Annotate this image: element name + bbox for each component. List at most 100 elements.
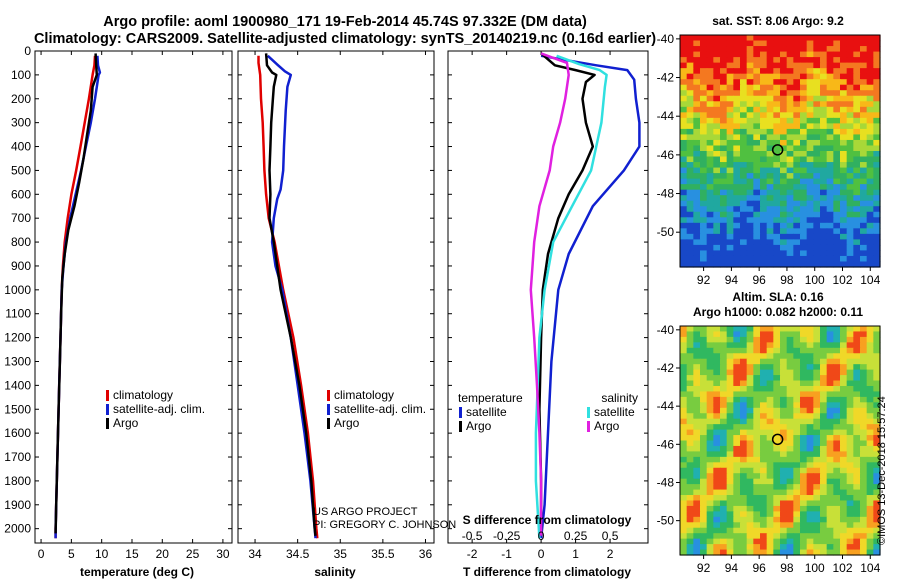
sst-map-cell — [693, 239, 701, 246]
sst-map-cell — [786, 250, 794, 257]
sst-map-cell — [700, 139, 708, 147]
sst-map-cell — [826, 189, 834, 196]
sst-map-cell — [853, 156, 861, 163]
sst-map-cell — [800, 139, 808, 147]
salinity-xlabel: salinity — [314, 565, 356, 579]
sst-map-cell — [720, 200, 728, 207]
sst-map-cell — [846, 195, 854, 202]
sla-map-cell — [860, 451, 868, 458]
sst-map-cell — [713, 162, 721, 169]
sla-map-cell — [866, 538, 874, 545]
temperature-xtick-label: 20 — [156, 547, 170, 561]
sst-map-cell — [800, 46, 808, 53]
sla-map-cell — [760, 358, 768, 365]
sst-map-cell — [720, 128, 728, 136]
sst-map-cell — [786, 195, 794, 202]
sla-map-cell — [860, 522, 868, 529]
sla-map-cell — [766, 347, 774, 354]
sst-map-cell — [813, 101, 821, 108]
sst-map-cell — [793, 217, 801, 224]
sla-map-cell — [693, 353, 701, 360]
sst-map-cell — [866, 106, 874, 113]
sla-map-cell — [873, 418, 881, 425]
sla-map-cell — [793, 484, 801, 491]
sla-map-cell — [753, 347, 761, 354]
sla-map-cell — [806, 429, 814, 436]
sst-map-cell — [853, 73, 861, 80]
sst-map-cell — [873, 217, 881, 224]
sst-map-cell — [733, 250, 741, 257]
sla-map-cell — [873, 369, 881, 376]
sla-map-cell — [813, 538, 821, 545]
sla-map-cell — [866, 527, 874, 534]
sst-map-cell — [760, 62, 768, 69]
sst-map-cell — [693, 211, 701, 218]
sst-map-cell — [860, 250, 868, 257]
sla-map-cell — [820, 407, 828, 414]
sst-map-cell — [853, 68, 861, 75]
sst-map-cell — [740, 51, 748, 58]
sla-map-cell — [680, 369, 688, 376]
sla-map-cell — [733, 511, 741, 518]
sla-map-xtick-label: 104 — [860, 561, 880, 575]
sst-map-cell — [873, 151, 881, 158]
sst-map-cell — [720, 90, 728, 97]
sla-map-cell — [840, 342, 848, 349]
sla-map-cell — [706, 375, 714, 382]
sla-map-cell — [840, 500, 848, 507]
sst-map-cell — [766, 84, 774, 91]
sst-map-cell — [686, 101, 694, 108]
sla-map-cell — [846, 331, 854, 338]
difference-frame — [447, 50, 649, 544]
sla-map-cell — [686, 456, 694, 463]
sla-map-cell — [766, 445, 774, 452]
sla-map-cell — [733, 342, 741, 349]
sla-map-cell — [780, 380, 788, 387]
sla-map-cell — [780, 435, 788, 442]
sst-map-cell — [840, 250, 848, 257]
sla-map-cell — [766, 385, 774, 393]
sst-map-cell — [853, 217, 861, 224]
sla-map-cell — [720, 516, 728, 523]
sst-map-cell — [746, 123, 754, 130]
sla-map-cell — [786, 527, 794, 534]
sst-map-cell — [806, 57, 814, 64]
sst-map-cell — [866, 112, 874, 119]
sst-map-cell — [853, 101, 861, 108]
sla-map-cell — [853, 342, 861, 349]
sst-map-cell — [680, 51, 688, 58]
sst-map-cell — [746, 222, 754, 229]
sla-map-cell — [760, 489, 768, 496]
sla-map-cell — [846, 369, 854, 376]
sst-map-cell — [746, 79, 754, 86]
sst-map-cell — [726, 244, 734, 252]
sla-map-cell — [833, 489, 841, 496]
sla-map-cell — [773, 500, 781, 507]
sst-map-cell — [740, 117, 748, 124]
sst-map-cell — [806, 106, 814, 113]
sla-map-cell — [760, 527, 768, 534]
sla-map-cell — [760, 342, 768, 349]
sla-map-cell — [733, 358, 741, 365]
sst-map-cell — [720, 51, 728, 58]
sla-map-cell — [793, 462, 801, 469]
sla-map-cell — [740, 445, 748, 452]
sla-map-cell — [853, 380, 861, 387]
sla-map-cell — [846, 358, 854, 365]
sst-map-cell — [733, 90, 741, 97]
sst-map-cell — [800, 244, 808, 252]
sst-map-cell — [826, 255, 834, 263]
sla-map-cell — [746, 336, 754, 343]
sla-map-cell — [686, 385, 694, 393]
sst-map-cell — [740, 106, 748, 113]
sst-map-cell — [693, 233, 701, 240]
sla-map-cell — [820, 522, 828, 529]
sst-map-cell — [720, 261, 728, 268]
sst-map-cell — [786, 128, 794, 136]
sla-map-cell — [686, 527, 694, 534]
sst-map-cell — [693, 167, 701, 174]
sst-map-cell — [846, 117, 854, 124]
sla-map-cell — [753, 375, 761, 382]
sst-map-cell — [793, 206, 801, 213]
sst-map-cell — [840, 46, 848, 53]
